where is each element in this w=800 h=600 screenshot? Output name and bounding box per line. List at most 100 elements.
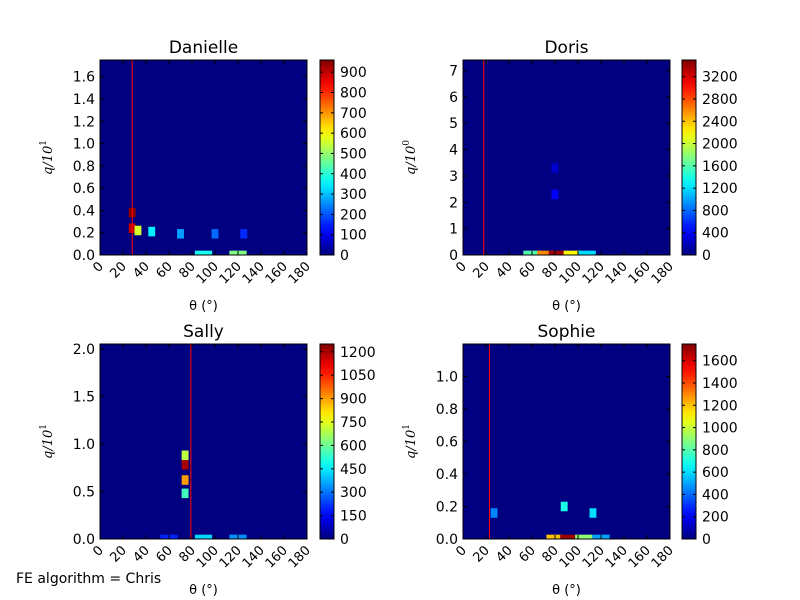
colorbar-tick-label: 750: [340, 415, 367, 431]
heatmap-cell: [551, 163, 559, 173]
x-tick-label: 60: [154, 543, 176, 565]
colorbar-tick-label: 2400: [702, 114, 738, 130]
chart-title: Doris: [544, 38, 588, 58]
x-tick-label: 100: [194, 259, 222, 287]
y-tick-label: 0.5: [73, 484, 95, 500]
y-tick-label: 0.4: [73, 203, 95, 219]
heatmap-cell: [240, 229, 248, 239]
x-tick-label: 140: [240, 259, 268, 287]
x-tick-label: 40: [494, 543, 516, 565]
colorbar-tick-label: 1200: [340, 345, 376, 361]
y-tick-label: 1.6: [73, 70, 95, 86]
colorbar: [319, 59, 335, 256]
heatmap-cell: [194, 534, 213, 539]
y-tick-label: 0.6: [436, 435, 458, 451]
heatmap-cell: [563, 250, 581, 255]
plot-frame: [462, 59, 671, 256]
colorbar-tick-label: 700: [340, 106, 367, 122]
x-tick-label: 100: [557, 259, 585, 287]
y-tick-label: 1.0: [436, 370, 458, 386]
colorbar-tick-label: 3200: [702, 70, 738, 86]
plot-background: [100, 344, 307, 539]
colorbar-tick-label: 150: [340, 509, 367, 525]
colorbar-tick-label: 100: [340, 228, 367, 244]
heatmap-cell: [194, 250, 213, 255]
x-axis-label: θ (°): [552, 299, 581, 314]
x-tick-label: 160: [263, 543, 291, 571]
x-tick-label: 140: [240, 543, 268, 571]
heatmap-cell: [551, 189, 559, 200]
y-tick-label: 0.8: [73, 159, 95, 175]
heatmap-cell: [134, 225, 142, 236]
y-tick-label: 4: [449, 143, 458, 159]
y-tick-label: 1.0: [73, 137, 95, 153]
y-tick-label: 1.0: [73, 437, 95, 453]
y-tick-label: 6: [449, 90, 458, 106]
chart-title: Danielle: [169, 38, 238, 58]
colorbar-tick-label: 600: [340, 438, 367, 454]
colorbar-tick-label: 2000: [702, 137, 738, 153]
y-tick-label: 2.0: [73, 342, 95, 358]
x-tick-label: 20: [108, 543, 130, 565]
heatmap-cell: [537, 250, 555, 255]
colorbar-tick-label: 0: [340, 248, 349, 264]
colorbar-tick-label: 900: [340, 65, 367, 81]
colorbar-tick-label: 400: [702, 226, 729, 242]
colorbar-tick-label: 0: [340, 532, 349, 548]
colorbar-tick-label: 600: [702, 465, 729, 481]
heatmap-cell: [181, 450, 189, 461]
y-tick-label: 0.8: [436, 402, 458, 418]
heatmap-cell: [560, 534, 578, 539]
colorbar-tick-label: 1400: [702, 376, 738, 392]
x-tick-label: 180: [286, 543, 314, 571]
y-tick-label: 0.0: [73, 248, 95, 264]
x-axis-label: θ (°): [189, 299, 218, 314]
y-tick-label: 0.0: [73, 532, 95, 548]
plot-frame: [99, 59, 308, 256]
x-tick-label: 20: [108, 259, 130, 281]
colorbar-tick-label: 300: [340, 187, 367, 203]
colorbar-tick-label: 800: [340, 86, 367, 102]
plot-background: [100, 60, 307, 255]
plot-frame: [99, 343, 308, 540]
x-tick-label: 120: [580, 543, 608, 571]
chart-title: Sophie: [538, 322, 596, 342]
colorbar-tick-label: 800: [702, 203, 729, 219]
x-tick-label: 180: [649, 259, 677, 287]
footer-text: FE algorithm = Chris: [16, 571, 162, 587]
colorbar-tick-label: 0: [702, 248, 711, 264]
y-tick-label: 0.2: [73, 226, 95, 242]
x-tick-label: 120: [580, 259, 608, 287]
colorbar-tick-label: 2800: [702, 92, 738, 108]
colorbar-tick-label: 0: [702, 532, 711, 548]
x-tick-label: 60: [154, 259, 176, 281]
x-tick-label: 120: [217, 259, 245, 287]
colorbar-tick-label: 900: [340, 392, 367, 408]
colorbar-tick-label: 1050: [340, 368, 376, 384]
y-axis-label: q/101: [39, 140, 56, 175]
y-axis-label: q/100: [402, 140, 419, 175]
colorbar: [319, 343, 335, 540]
x-tick-label: 20: [471, 543, 493, 565]
colorbar-tick-label: 800: [702, 443, 729, 459]
colorbar-tick-label: 300: [340, 485, 367, 501]
y-tick-label: 2: [449, 195, 458, 211]
x-tick-label: 140: [603, 259, 631, 287]
heatmap-cell: [177, 229, 184, 239]
heatmap-cell: [589, 508, 597, 518]
x-tick-label: 40: [131, 259, 153, 281]
y-axis-label: q/101: [39, 424, 56, 459]
colorbar-tick-label: 400: [702, 487, 729, 503]
colorbar-tick-label: 200: [340, 207, 367, 223]
y-tick-label: 1.5: [73, 389, 95, 405]
x-tick-label: 140: [603, 543, 631, 571]
colorbar-tick-label: 400: [340, 167, 367, 183]
heatmap-cell: [181, 460, 189, 470]
colorbar-tick-label: 1600: [702, 354, 738, 370]
x-axis-label: θ (°): [189, 583, 218, 598]
heatmap-cell: [181, 488, 189, 499]
